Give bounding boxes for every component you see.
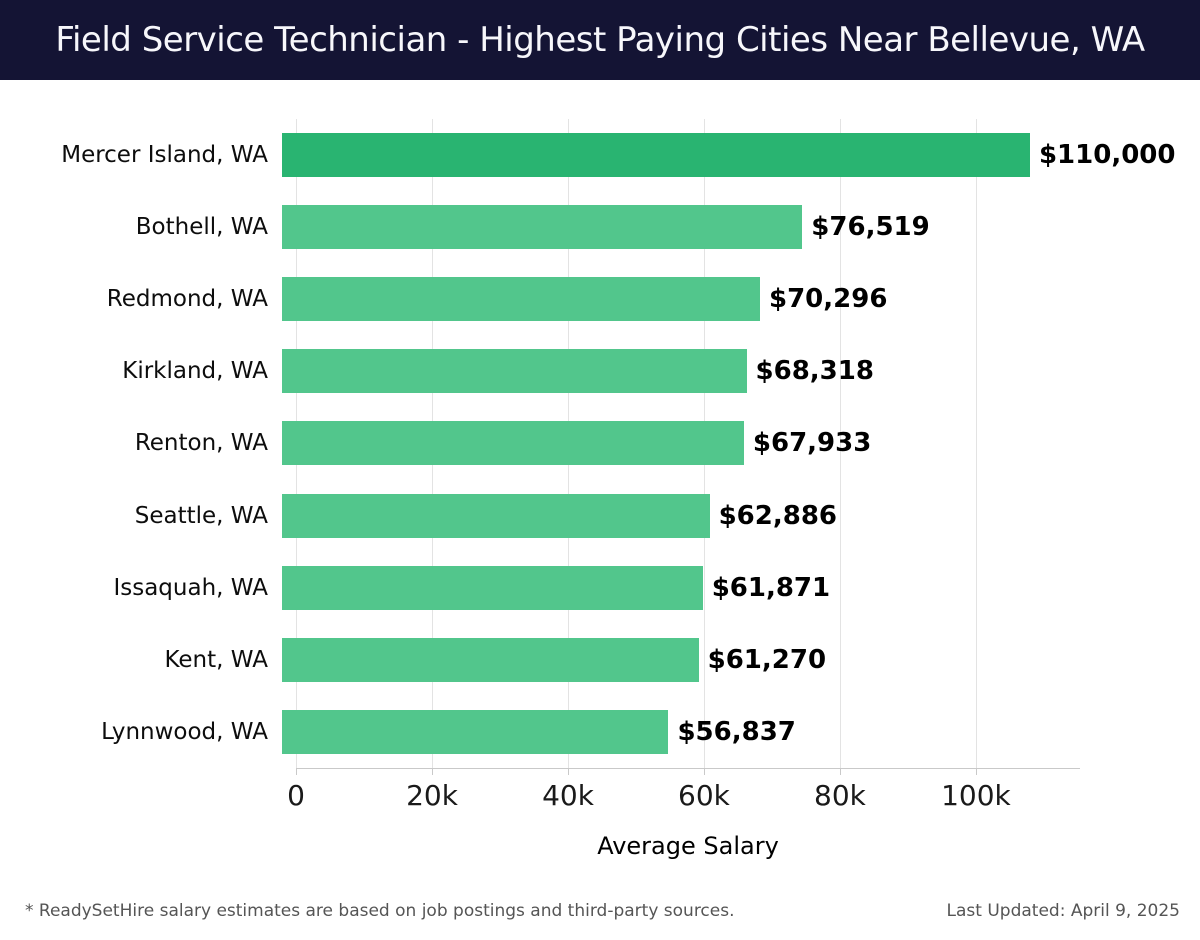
category-label: Seattle, WA	[134, 502, 268, 529]
bar-track: $70,296	[282, 277, 1186, 322]
footer: * ReadySetHire salary estimates are base…	[25, 901, 1180, 921]
category-label: Renton, WA	[134, 430, 268, 457]
bar	[282, 205, 803, 250]
x-axis-line	[296, 768, 1080, 769]
bar	[282, 133, 1030, 178]
gridline	[975, 119, 977, 768]
bar-row: Kirkland, WA $68,318	[0, 335, 1200, 407]
category-label: Kent, WA	[164, 646, 268, 673]
x-tick-label: 100k	[941, 779, 1011, 812]
x-tick-mark	[296, 768, 297, 775]
category-label: Lynnwood, WA	[101, 718, 268, 745]
bar	[282, 421, 744, 466]
x-tick-label: 0	[287, 779, 305, 812]
bar-track: $61,871	[282, 565, 1186, 610]
category-label: Kirkland, WA	[122, 358, 268, 385]
gridline	[839, 119, 841, 768]
bar-track: $67,933	[282, 421, 1186, 466]
value-label: $76,519	[811, 212, 930, 243]
bar-row: Kent, WA $61,270	[0, 624, 1200, 696]
category-label: Mercer Island, WA	[61, 142, 268, 169]
bar-track: $62,886	[282, 493, 1186, 538]
bar-row: Mercer Island, WA $110,000	[0, 119, 1200, 191]
bar-row: Bothell, WA $76,519	[0, 191, 1200, 263]
header-bar: Field Service Technician - Highest Payin…	[0, 0, 1200, 80]
x-tick-label: 80k	[814, 779, 866, 812]
value-label: $61,871	[711, 572, 831, 603]
x-tick-mark	[703, 768, 705, 775]
x-axis-title: Average Salary	[597, 832, 779, 860]
bar-row: Issaquah, WA $61,871	[0, 552, 1200, 624]
footer-note: * ReadySetHire salary estimates are base…	[25, 901, 735, 921]
value-label: $68,318	[755, 356, 874, 387]
bar	[282, 637, 699, 682]
bar	[282, 277, 760, 322]
bar-row: Renton, WA $67,933	[0, 407, 1200, 479]
bar-track: $56,837	[282, 709, 1186, 754]
bar-track: $76,519	[282, 205, 1186, 250]
value-label: $70,296	[768, 284, 888, 315]
last-updated: Last Updated: April 9, 2025	[946, 901, 1180, 921]
bar	[282, 565, 703, 610]
bar-chart: Mercer Island, WA $110,000 Bothell, WA $76,…	[0, 119, 1200, 768]
category-label: Issaquah, WA	[113, 574, 268, 601]
value-label: $56,837	[677, 716, 796, 747]
x-tick-label: 40k	[542, 779, 594, 812]
bar-row: Redmond, WA $70,296	[0, 263, 1200, 335]
bar-row: Seattle, WA $62,886	[0, 479, 1200, 551]
value-label: $62,886	[718, 500, 838, 531]
page-title: Field Service Technician - Highest Payin…	[55, 20, 1145, 60]
category-label: Redmond, WA	[106, 286, 268, 313]
bar-track: $68,318	[282, 349, 1186, 394]
x-tick-mark	[975, 768, 977, 775]
x-tick-mark	[567, 768, 569, 775]
x-tick-label: 20k	[406, 779, 458, 812]
x-tick-label: 60k	[678, 779, 730, 812]
bar	[282, 709, 669, 754]
category-label: Bothell, WA	[135, 214, 268, 241]
bar	[282, 349, 747, 394]
value-label: $67,933	[752, 428, 872, 459]
x-tick-mark	[839, 768, 841, 775]
bar-track: $110,000	[282, 133, 1186, 178]
bar-row: Lynnwood, WA $56,837	[0, 696, 1200, 768]
bar	[282, 493, 710, 538]
bar-track: $61,270	[282, 637, 1186, 682]
value-label: $61,270	[707, 644, 827, 675]
x-tick-mark	[431, 768, 433, 775]
value-label: $110,000	[1038, 140, 1176, 171]
